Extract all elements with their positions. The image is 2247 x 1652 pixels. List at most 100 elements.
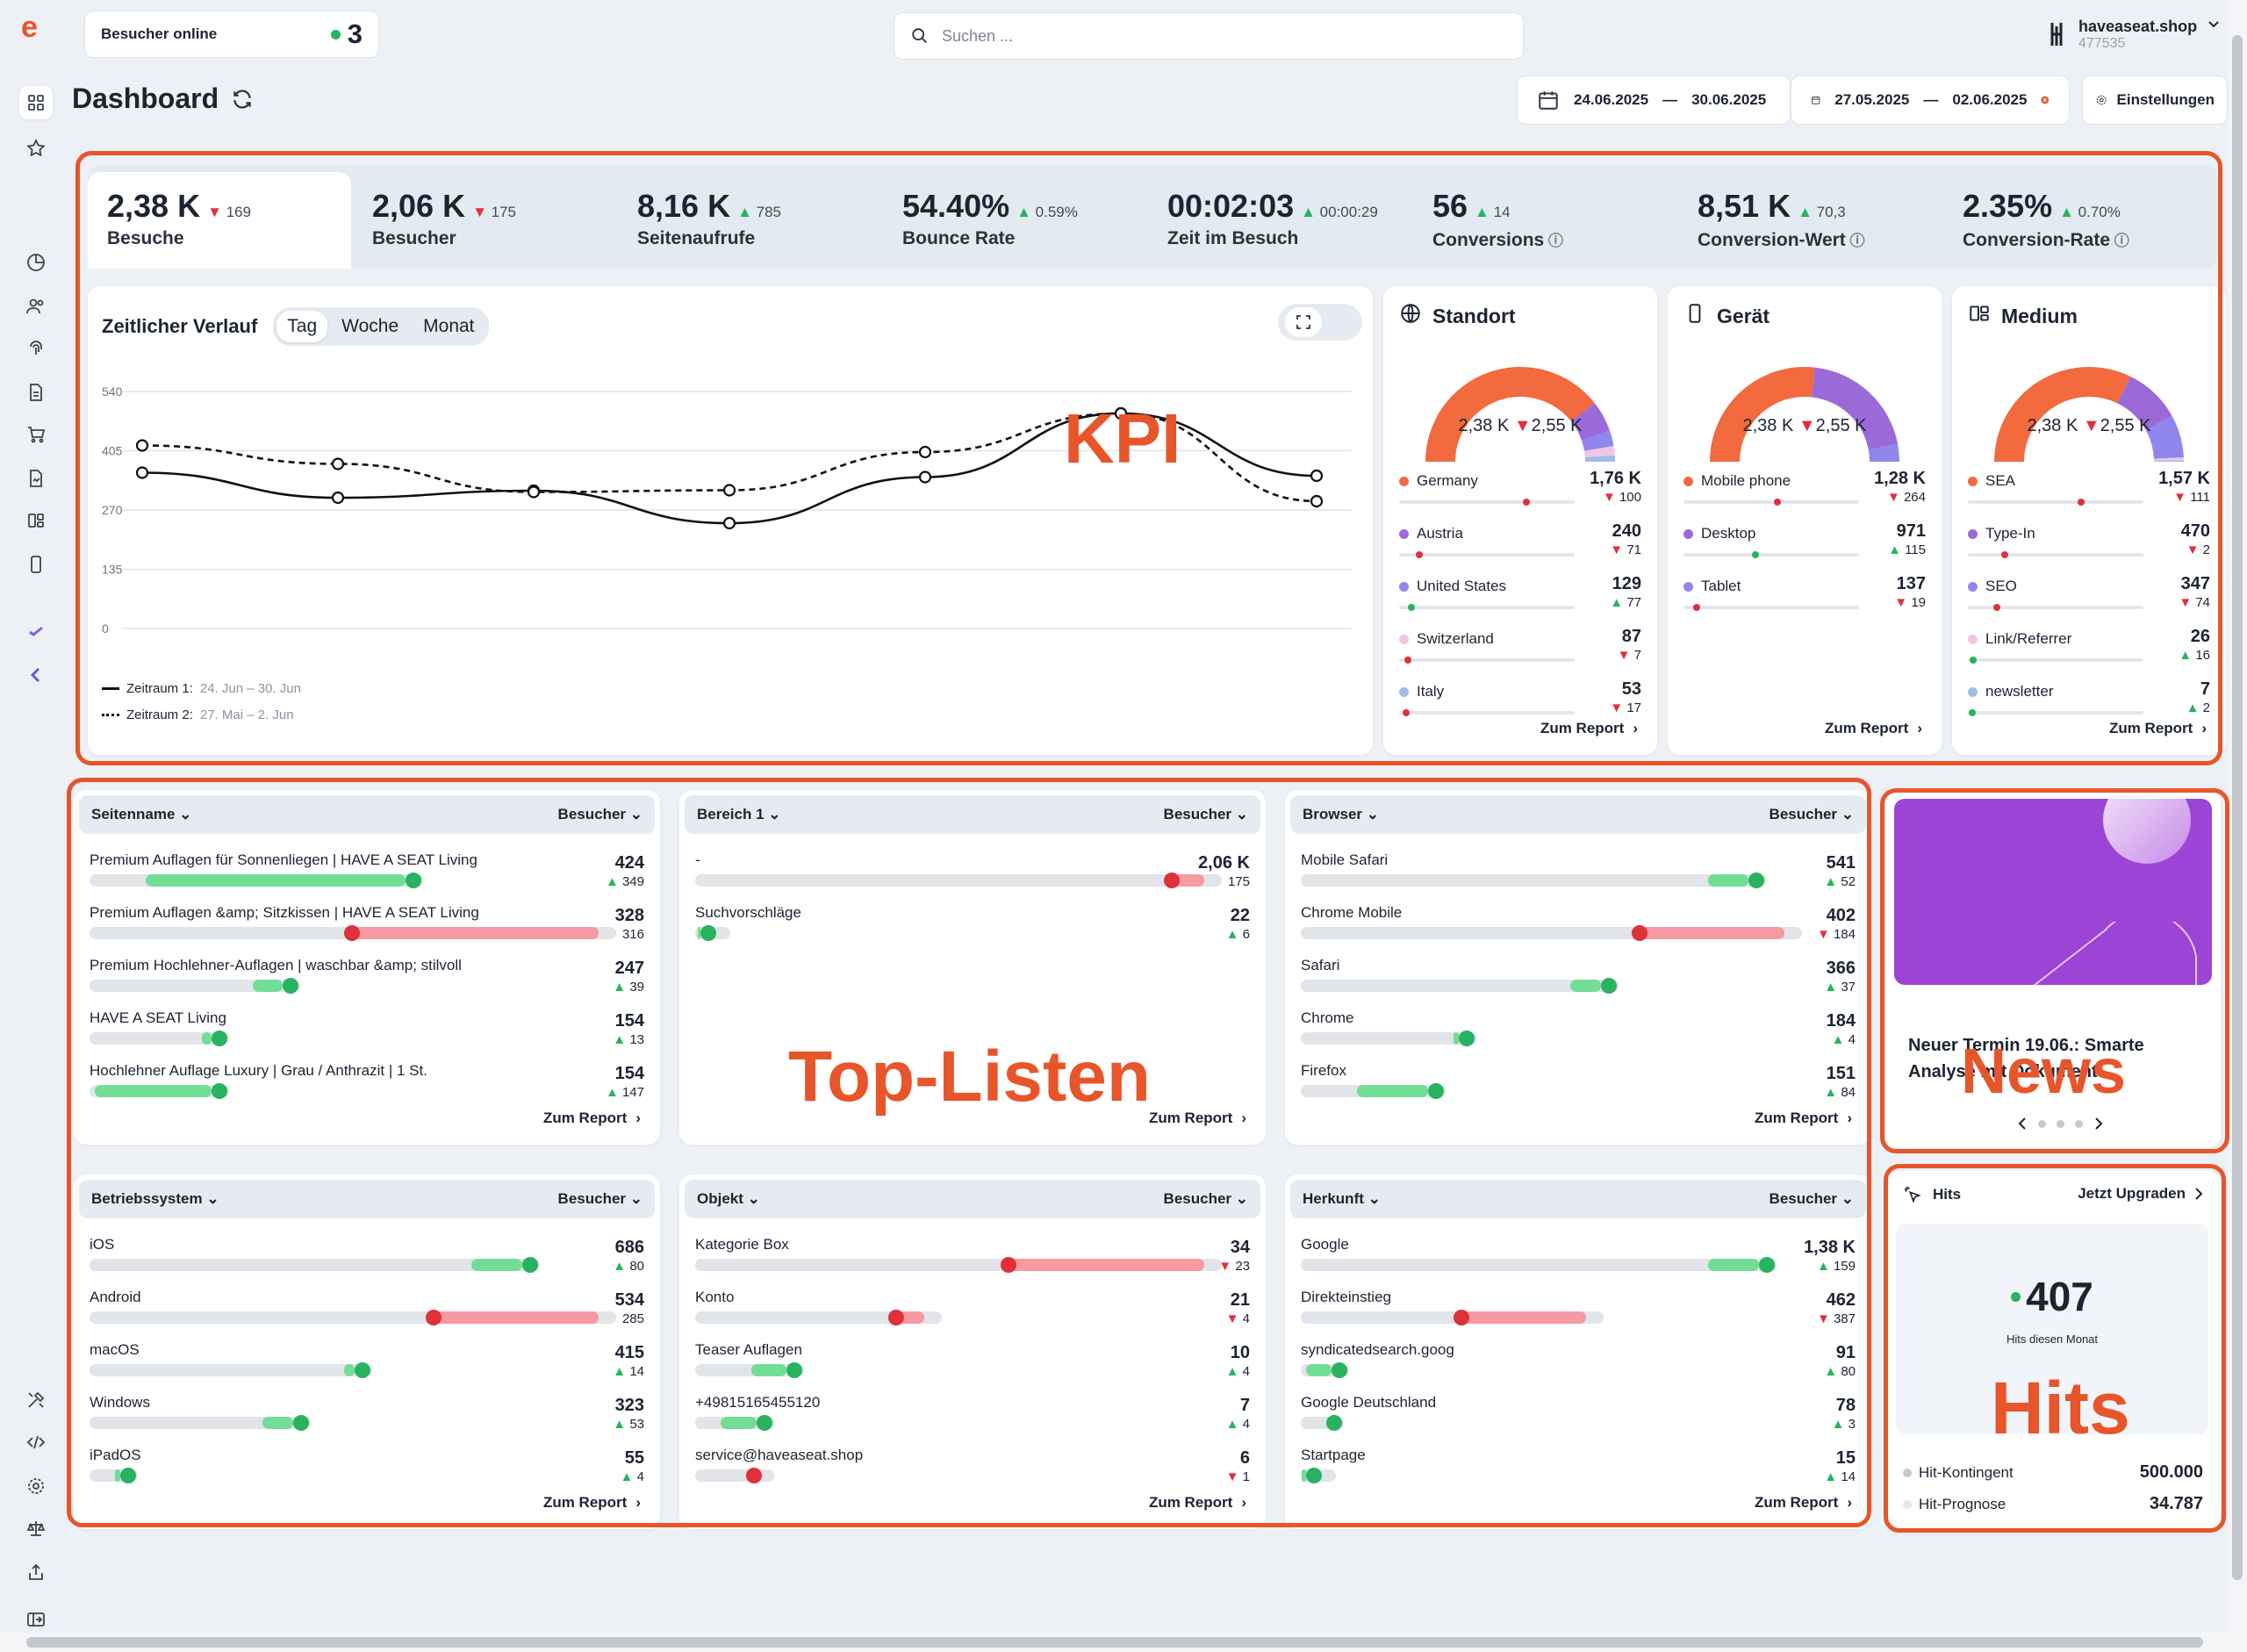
list-item[interactable]: Kategorie Box 34 ▼ 23 — [695, 1232, 1250, 1283]
donut-legend-row[interactable]: Italy 53 ▼ 17 — [1399, 679, 1641, 729]
donut-segment[interactable] — [1994, 367, 2131, 462]
dimension-select[interactable]: Herkunft ⌄ — [1303, 1190, 1381, 1208]
list-item[interactable]: Suchvorschläge 22 ▲ 6 — [695, 901, 1250, 952]
metric-select[interactable]: Besucher ⌄ — [1770, 1190, 1854, 1208]
list-item[interactable]: syndicatedsearch.goog 91 ▲ 80 — [1301, 1338, 1856, 1389]
dimension-select[interactable]: Browser ⌄ — [1303, 806, 1379, 823]
donut-segment[interactable] — [1584, 455, 1615, 462]
donut-legend-row[interactable]: Link/Referrer 26 ▲ 16 — [1968, 627, 2210, 676]
visitors-online-widget[interactable]: Besucher online 3 — [84, 11, 379, 58]
news-text[interactable]: Neuer Termin 19.06.: Smarte Analyse mit … — [1908, 1036, 2144, 1081]
tab-month[interactable]: Monat — [423, 316, 475, 336]
dimension-select[interactable]: Seitenname ⌄ — [91, 806, 191, 823]
list-item[interactable]: Konto 21 ▼ 4 — [695, 1285, 1250, 1336]
tab-week[interactable]: Woche — [341, 316, 399, 336]
list-item[interactable]: Direkteinstieg 462 ▼ 387 — [1301, 1285, 1856, 1336]
report-link[interactable]: Zum Report › — [1755, 1494, 1852, 1512]
info-icon[interactable]: ⓘ — [1544, 233, 1563, 249]
donut-segment[interactable] — [1812, 367, 1899, 450]
list-item[interactable]: Premium Auflagen für Sonnenliegen | HAVE… — [90, 848, 644, 899]
tab-day[interactable]: Tag — [276, 311, 328, 342]
report-link[interactable]: Zum Report › — [1540, 720, 1638, 737]
donut-legend-row[interactable]: SEA 1,57 K ▼ 111 — [1968, 469, 2210, 518]
kpi-tab[interactable]: 8,16 K ▲ 785 Seitenaufrufe — [618, 172, 881, 269]
report-link[interactable]: Zum Report › — [1149, 1110, 1246, 1127]
fingerprint-icon[interactable] — [19, 332, 53, 365]
scale-icon[interactable] — [19, 1512, 53, 1545]
users-icon[interactable] — [19, 290, 53, 323]
list-item[interactable]: HAVE A SEAT Living 154 ▲ 13 — [90, 1006, 644, 1057]
data-point[interactable] — [722, 484, 736, 497]
brand-logo[interactable]: e — [21, 11, 38, 44]
collapse-sidebar-icon[interactable] — [19, 1603, 53, 1636]
donut-segment[interactable] — [1581, 430, 1614, 451]
donut-legend-row[interactable]: Germany 1,76 K ▼ 100 — [1399, 469, 1641, 518]
donut-legend-row[interactable]: Type-In 470 ▼ 2 — [1968, 521, 2210, 571]
list-item[interactable]: Mobile Safari 541 ▲ 52 — [1301, 848, 1856, 899]
donut-legend-row[interactable]: SEO 347 ▼ 74 — [1968, 574, 2210, 623]
list-item[interactable]: Premium Hochlehner-Auflagen | waschbar &… — [90, 953, 644, 1004]
clear-compare-icon[interactable] — [2041, 90, 2050, 110]
metric-select[interactable]: Besucher ⌄ — [558, 806, 643, 823]
horizontal-scrollbar-thumb[interactable] — [26, 1637, 2203, 1648]
code-icon[interactable] — [19, 1426, 53, 1459]
donut-segment[interactable] — [1425, 367, 1595, 462]
data-point[interactable] — [722, 516, 736, 530]
mobile-icon[interactable] — [19, 548, 53, 581]
report-icon[interactable] — [19, 462, 53, 495]
data-point[interactable] — [331, 457, 345, 470]
share-icon[interactable] — [19, 1555, 53, 1589]
report-link[interactable]: Zum Report › — [1755, 1110, 1852, 1127]
kpi-tab[interactable]: 8,51 K ▲ 70,3 Conversion-Wert ⓘ — [1678, 172, 1942, 269]
report-link[interactable]: Zum Report › — [543, 1494, 641, 1512]
list-item[interactable]: Safari 366 ▲ 37 — [1301, 953, 1856, 1004]
dimension-select[interactable]: Bereich 1 ⌄ — [697, 806, 781, 823]
list-item[interactable]: Hochlehner Auflage Luxury | Grau / Anthr… — [90, 1059, 644, 1110]
donut-segment[interactable] — [2153, 460, 2184, 462]
chevron-right-icon[interactable] — [2093, 1117, 2104, 1131]
list-item[interactable]: Firefox 151 ▲ 84 — [1301, 1059, 1856, 1110]
horizontal-scrollbar[interactable] — [0, 1633, 2228, 1652]
chevron-left-icon[interactable] — [19, 658, 53, 692]
list-item[interactable]: iPadOS 55 ▲ 4 — [90, 1443, 644, 1494]
data-point[interactable] — [1114, 406, 1128, 420]
pager-dot[interactable] — [2038, 1119, 2046, 1128]
data-point[interactable] — [1310, 494, 1324, 508]
chevron-left-icon[interactable] — [2017, 1117, 2028, 1131]
pager-dot[interactable] — [2057, 1119, 2064, 1128]
dimension-select[interactable]: Objekt ⌄ — [697, 1190, 760, 1208]
kpi-tab[interactable]: 2.35% ▲ 0.70% Conversion-Rate ⓘ — [1943, 172, 2207, 269]
search-field[interactable]: Suchen ... — [894, 12, 1524, 60]
upgrade-link[interactable]: Jetzt Upgraden — [2078, 1185, 2203, 1203]
donut-legend-row[interactable]: Tablet 137 ▼ 19 — [1683, 574, 1926, 623]
donut-segment[interactable] — [2153, 457, 2184, 461]
fullscreen-toggle[interactable] — [1278, 304, 1362, 341]
donut-legend-row[interactable]: Mobile phone 1,28 K ▼ 264 — [1683, 469, 1926, 518]
settings-button[interactable]: Einstellungen — [2082, 75, 2228, 125]
vertical-scrollbar[interactable] — [2228, 0, 2247, 1652]
kpi-tab[interactable]: 56 ▲ 14 Conversions ⓘ — [1413, 172, 1676, 269]
list-item[interactable]: Google Deutschland 78 ▲ 3 — [1301, 1390, 1856, 1441]
gear-icon[interactable] — [19, 1469, 53, 1503]
metric-select[interactable]: Besucher ⌄ — [1164, 1190, 1248, 1208]
data-point[interactable] — [527, 485, 541, 499]
data-point[interactable] — [918, 445, 932, 459]
donut-segment[interactable] — [1868, 443, 1899, 462]
list-item[interactable]: iOS 686 ▲ 80 — [90, 1232, 644, 1283]
donut-segment[interactable] — [1571, 403, 1611, 441]
tools-icon[interactable] — [19, 1383, 53, 1417]
check-brand-icon[interactable] — [19, 614, 53, 648]
data-point[interactable] — [331, 491, 345, 505]
report-link[interactable]: Zum Report › — [1149, 1494, 1246, 1512]
date-range-current[interactable]: 24.06.2025 — 30.06.2025 — [1517, 75, 1791, 125]
date-range-compare[interactable]: 27.05.2025 — 02.06.2025 — [1791, 75, 2070, 125]
metric-select[interactable]: Besucher ⌄ — [558, 1190, 643, 1208]
data-point[interactable] — [918, 470, 932, 484]
donut-legend-row[interactable]: Switzerland 87 ▼ 7 — [1399, 627, 1641, 676]
donut-legend-row[interactable]: United States 129 ▲ 77 — [1399, 574, 1641, 623]
report-link[interactable]: Zum Report › — [1825, 720, 1922, 737]
pager-dot[interactable] — [2075, 1119, 2083, 1128]
refresh-icon[interactable] — [231, 88, 254, 111]
donut-segment[interactable] — [1710, 367, 1815, 462]
donut-legend-row[interactable]: Austria 240 ▼ 71 — [1399, 521, 1641, 571]
